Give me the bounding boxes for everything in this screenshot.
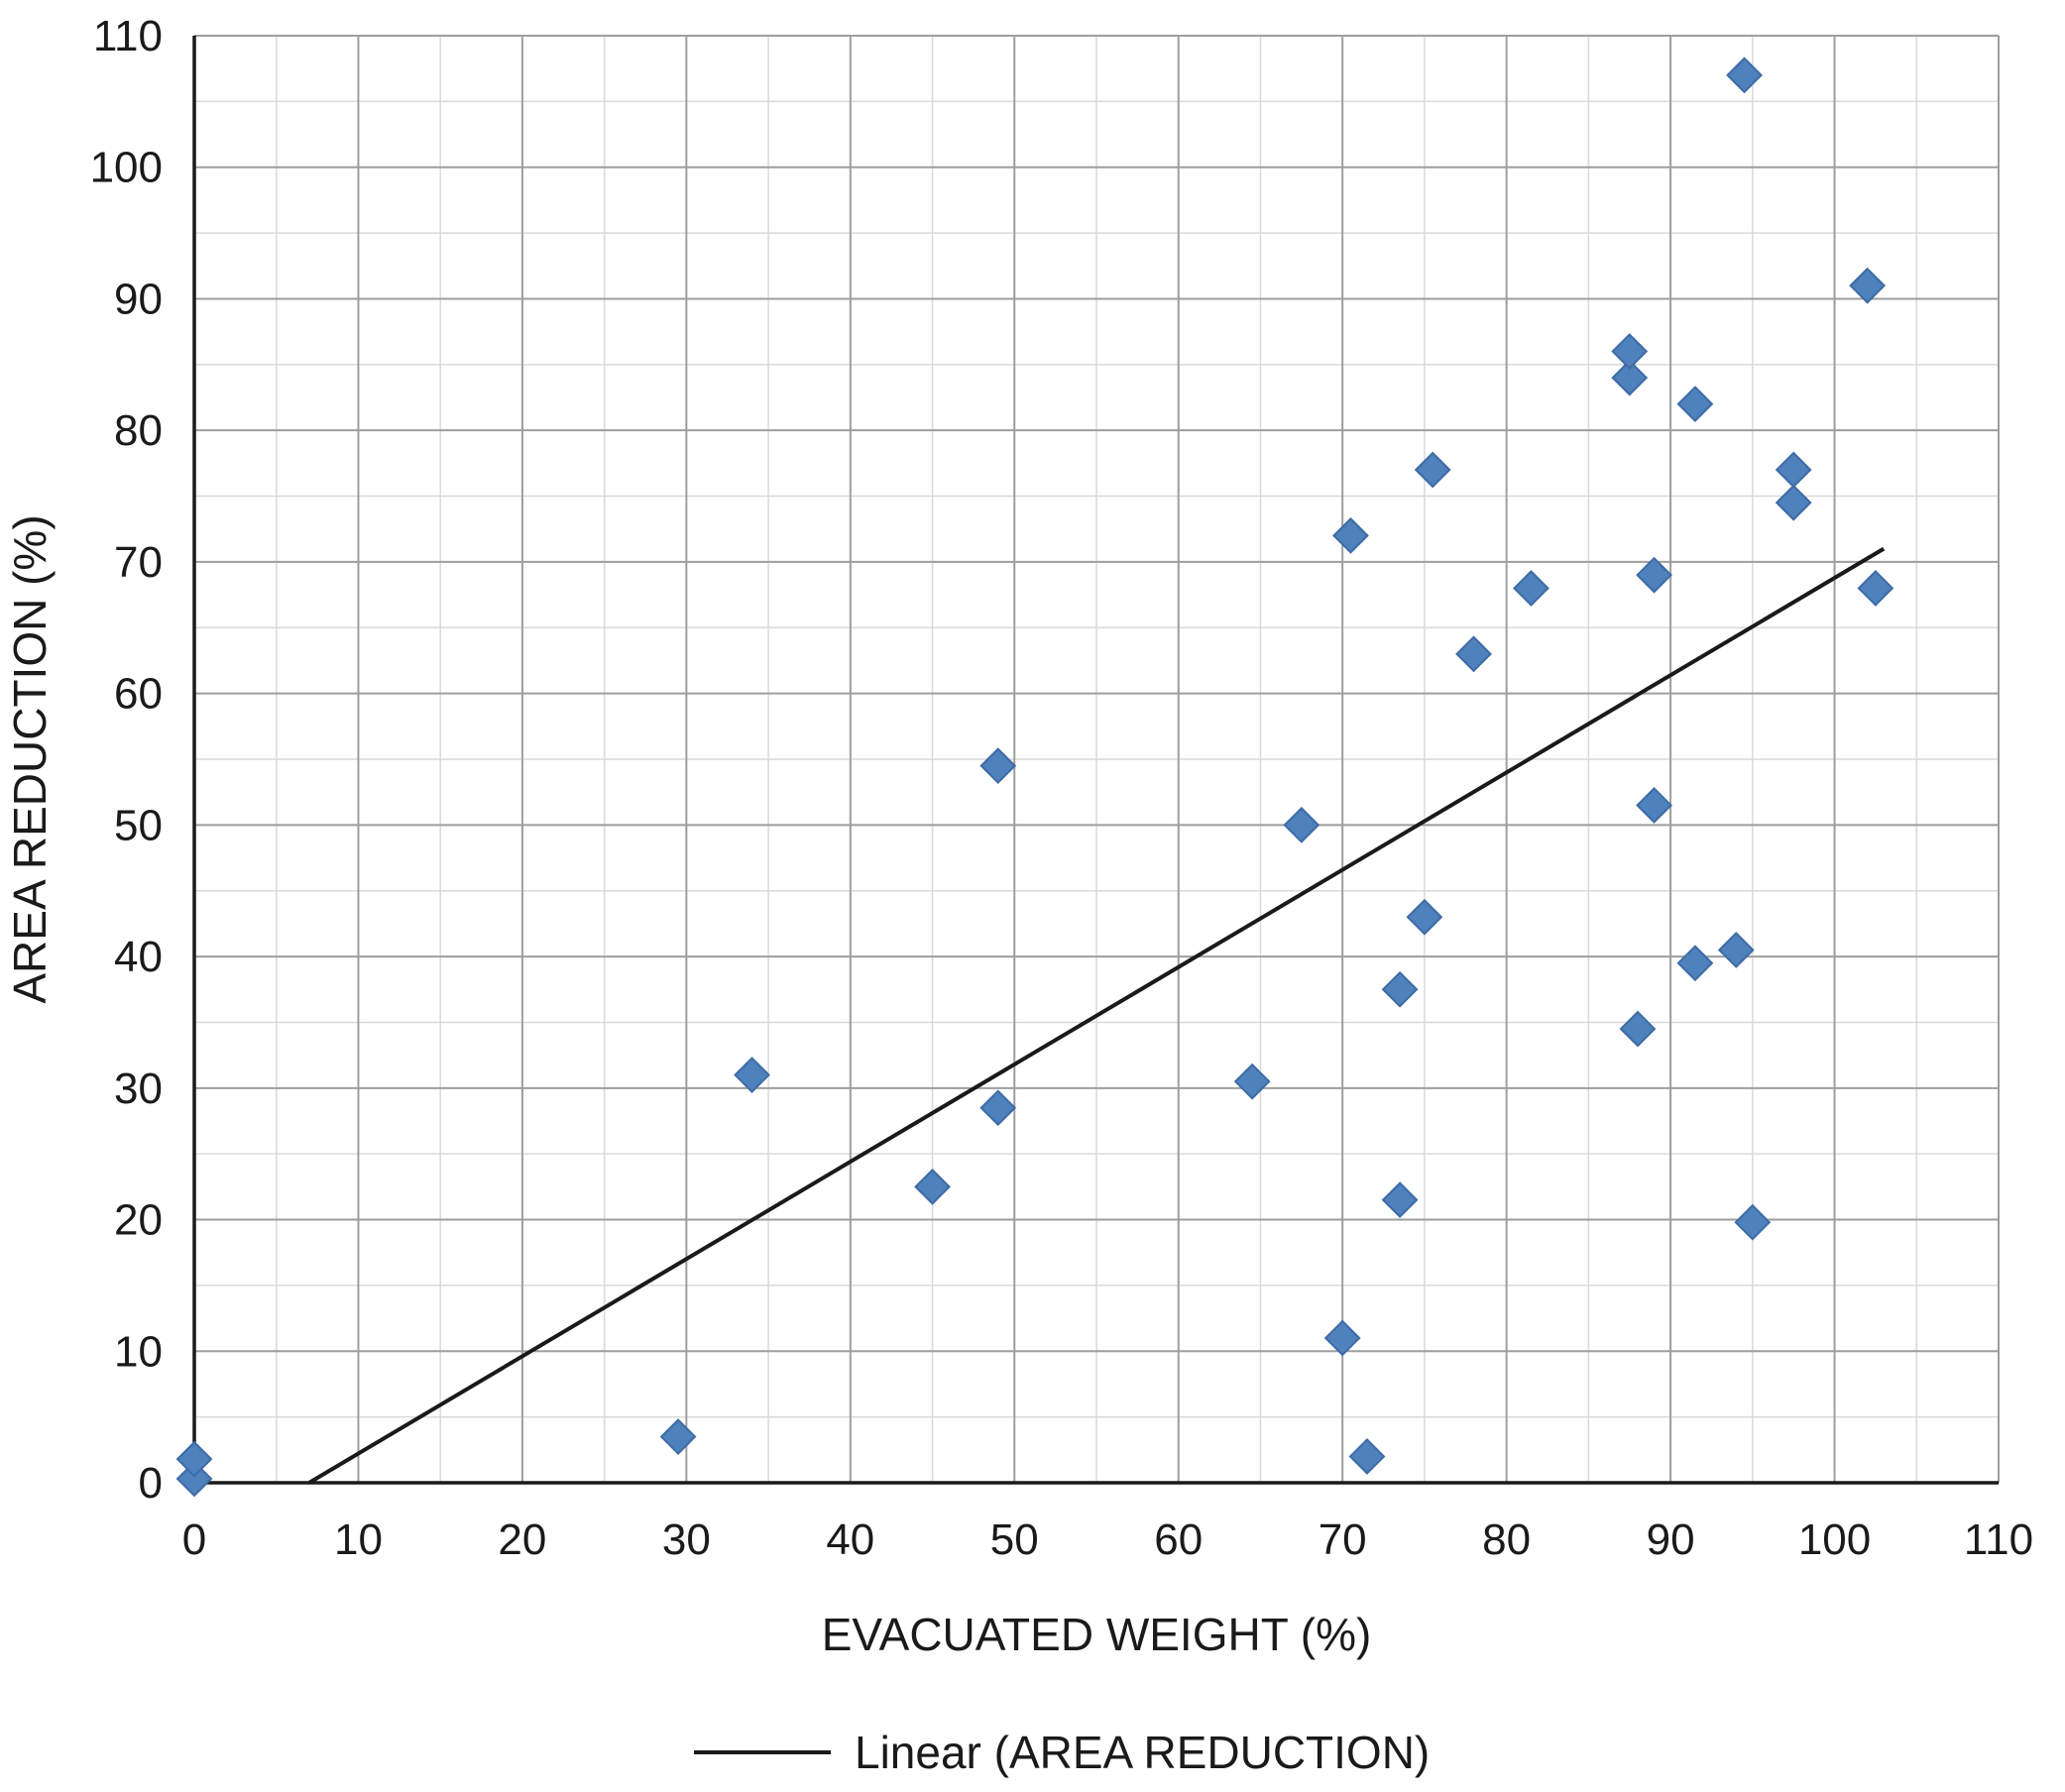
scatter-point [1636, 556, 1672, 594]
x-tick-label: 50 [990, 1515, 1039, 1564]
scatter-point [979, 747, 1017, 785]
y-axis-title: AREA REDUCTION (%) [4, 514, 56, 1003]
scatter-point [659, 1418, 697, 1455]
y-tick-label: 100 [90, 144, 163, 192]
scatter-point [1775, 451, 1812, 489]
y-tick-label: 30 [114, 1064, 163, 1113]
x-tick-label: 90 [1647, 1515, 1695, 1564]
x-tick-label: 70 [1319, 1515, 1367, 1564]
x-tick-label: 20 [498, 1515, 546, 1564]
scatter-point [1619, 1010, 1657, 1048]
scatter-point [1332, 516, 1369, 554]
scatter-point [1513, 570, 1549, 607]
scatter-point [1611, 359, 1649, 396]
y-tick-label: 10 [114, 1327, 163, 1376]
scatter-point [1726, 56, 1763, 94]
x-tick-label: 30 [662, 1515, 711, 1564]
scatter-point [1676, 386, 1714, 423]
scatter-point [1348, 1438, 1386, 1475]
y-tick-label: 70 [114, 538, 163, 587]
trendline [307, 546, 1886, 1485]
scatter-point [914, 1168, 951, 1205]
scatter-point [1381, 1181, 1419, 1219]
x-tick-label: 80 [1482, 1515, 1531, 1564]
x-tick-label: 60 [1154, 1515, 1203, 1564]
x-tick-label: 110 [1964, 1515, 2033, 1564]
y-tick-label: 110 [93, 12, 163, 60]
x-tick-label: 10 [334, 1515, 383, 1564]
scatter-point [1323, 1319, 1361, 1357]
x-axis-title: EVACUATED WEIGHT (%) [822, 1609, 1372, 1660]
scatter-point [1611, 333, 1649, 370]
scatter-point [1381, 970, 1419, 1008]
y-tick-label: 20 [114, 1196, 163, 1245]
y-tick-label: 40 [114, 933, 163, 981]
scatter-point [1406, 898, 1443, 936]
x-tick-label: 0 [182, 1515, 206, 1564]
y-tick-label: 90 [114, 275, 163, 323]
scatter-point [1455, 635, 1492, 673]
scatter-point [734, 1057, 770, 1093]
scatter-point [1734, 1203, 1772, 1241]
scatter-point [1717, 932, 1755, 968]
y-tick-label: 50 [114, 801, 163, 849]
scatter-point [1283, 806, 1320, 843]
y-tick-label: 0 [139, 1459, 163, 1508]
scatter-point [1857, 570, 1894, 607]
scatter-point [1676, 945, 1714, 982]
x-tick-label: 40 [826, 1515, 874, 1564]
x-tick-label: 100 [1798, 1515, 1871, 1564]
scatter-point [175, 1440, 213, 1478]
scatter-point [1636, 787, 1672, 824]
y-tick-label: 80 [114, 406, 163, 455]
scatter-point [1233, 1063, 1271, 1100]
y-tick-label: 60 [114, 670, 163, 719]
scatter-point [979, 1089, 1017, 1127]
scatter-point [1775, 484, 1812, 521]
scatter-point [1849, 267, 1887, 304]
scatter-point [175, 1460, 213, 1498]
scatter-point [1414, 451, 1451, 489]
legend-label: Linear (AREA REDUCTION) [855, 1727, 1430, 1778]
